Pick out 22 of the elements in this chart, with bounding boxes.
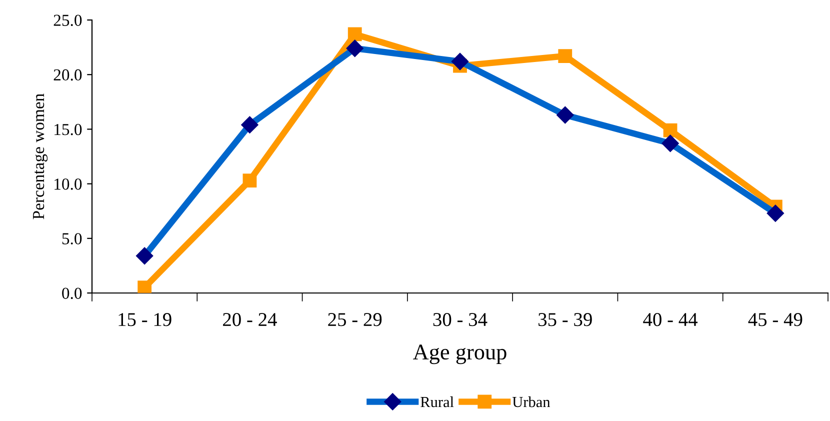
x-tick-label: 25 - 29 [328,313,382,326]
x-axis-title: Age group [413,344,506,364]
x-tick-label: 15 - 19 [118,313,172,326]
y-tick-label: 10.0 [54,178,82,190]
y-tick-label: 20.0 [54,69,82,81]
x-tick-label: 20 - 24 [223,313,277,326]
legend-label: Rural [420,396,454,408]
x-tick-label: 40 - 44 [643,313,698,326]
point [348,27,362,42]
y-tick-label: 25.0 [54,14,82,26]
legend-label: Urban [512,396,550,408]
x-tick-label: 35 - 39 [538,313,592,326]
point [663,123,678,138]
point [138,280,152,293]
x-tick-label: 45 - 49 [748,313,802,326]
x-tick-label: 30 - 34 [433,313,488,326]
y-tick-label: 15.0 [54,124,82,136]
y-tick-label: 5.0 [62,233,82,244]
point [242,174,257,188]
y-tick-label: 0.0 [62,288,82,300]
point [558,49,572,63]
y-axis-title: Percentage women [33,94,48,220]
